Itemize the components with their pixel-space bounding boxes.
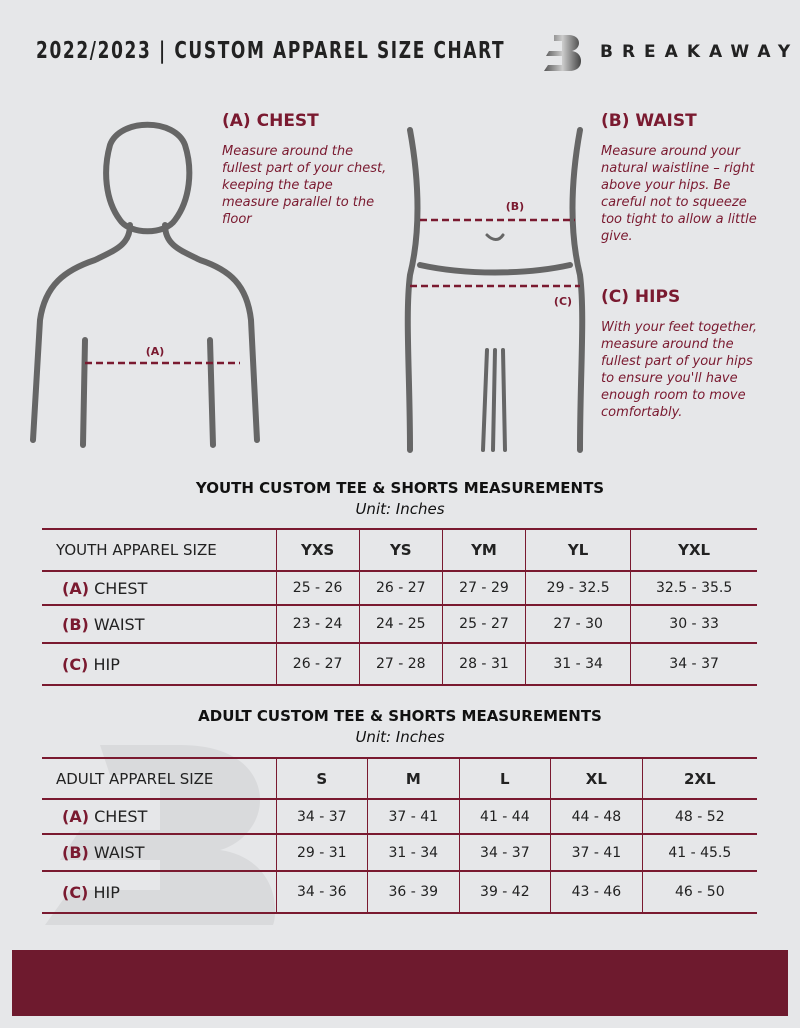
measure-name: HIP	[93, 882, 120, 902]
table-cell: 43 - 46	[550, 870, 643, 914]
size-header: M	[367, 757, 460, 800]
table-cell: 36 - 39	[367, 870, 460, 914]
measure-name: CHEST	[94, 578, 148, 598]
table-cell: 29 - 31	[275, 833, 368, 872]
table-row: (B) WAIST 23 - 24 24 - 25 25 - 27 27 - 30 30 …	[42, 604, 757, 644]
table-row: (B) WAIST 29 - 31 31 - 34 34 - 37 37 - 41 41 …	[42, 833, 757, 872]
table-cell: 34 - 37	[275, 798, 368, 835]
measure-code: (A)	[62, 807, 90, 826]
table-cell: 46 - 50	[641, 870, 757, 914]
youth-section-title: YOUTH CUSTOM TEE & SHORTS MEASUREMENTS	[195, 479, 605, 497]
table-cell: 44 - 48	[550, 798, 643, 835]
measure-label: (A) CHEST	[42, 798, 276, 835]
table-row: (C) HIP 26 - 27 27 - 28 28 - 31 31 - 34 34 - …	[42, 642, 757, 686]
table-cell: 41 - 45.5	[641, 833, 757, 872]
table-cell: 29 - 32.5	[525, 570, 631, 606]
table-cell: 41 - 44	[458, 798, 551, 835]
measure-label: (B) WAIST	[42, 604, 276, 644]
footer-bar	[12, 950, 788, 1016]
size-label: ADULT APPAREL SIZE	[42, 757, 276, 800]
page-title: 2022/2023 | CUSTOM APPAREL SIZE CHART	[36, 38, 506, 64]
size-header: YM	[441, 528, 526, 572]
table-cell: 27 - 28	[358, 642, 443, 686]
table-cell: 39 - 42	[458, 870, 551, 914]
waist-description: Measure around your natural waistline – …	[601, 144, 757, 244]
table-cell: 23 - 24	[275, 604, 360, 644]
size-header: YL	[525, 528, 631, 572]
chest-marker: (A)	[146, 345, 165, 358]
size-header: YS	[358, 528, 443, 572]
size-header: YXL	[630, 528, 757, 572]
table-cell: 37 - 41	[550, 833, 643, 872]
measure-label: (C) HIP	[42, 642, 276, 686]
table-cell: 34 - 36	[275, 870, 368, 914]
table-row: (A) CHEST 25 - 26 26 - 27 27 - 29 29 - 32.5 3…	[42, 570, 757, 606]
table-cell: 27 - 30	[525, 604, 631, 644]
table-cell: 34 - 37	[630, 642, 757, 686]
table-cell: 26 - 27	[358, 570, 443, 606]
measure-code: (A)	[62, 578, 90, 598]
size-header: 2XL	[641, 757, 757, 800]
hips-description: With your feet together, measure around …	[601, 320, 758, 420]
measure-name: HIP	[93, 654, 120, 674]
measure-code: (C)	[62, 654, 89, 674]
chest-description: Measure around the fullest part of your …	[222, 144, 387, 227]
measure-name: WAIST	[93, 614, 145, 634]
lower-body-figure: (B) (C)	[404, 127, 586, 453]
table-cell: 28 - 31	[441, 642, 526, 686]
adult-size-table: ADULT APPAREL SIZE S M L XL 2XL (A) CHEST 34 - …	[42, 757, 757, 914]
table-cell: 24 - 25	[358, 604, 443, 644]
hips-heading: (C) HIPS	[601, 287, 681, 307]
adult-unit: Unit: Inches	[355, 728, 445, 746]
breakaway-logo-icon	[544, 35, 581, 71]
table-row: (C) HIP 34 - 36 36 - 39 39 - 42 43 - 46 46 - …	[42, 870, 757, 914]
measure-code: (C)	[62, 882, 89, 902]
measure-name: CHEST	[94, 807, 148, 826]
table-cell: 27 - 29	[441, 570, 526, 606]
measure-label: (A) CHEST	[42, 570, 276, 606]
table-cell: 31 - 34	[525, 642, 631, 686]
table-cell: 32.5 - 35.5	[630, 570, 757, 606]
brand-name: BREAKAWAY	[600, 42, 800, 62]
youth-unit: Unit: Inches	[355, 500, 445, 518]
table-cell: 37 - 41	[367, 798, 460, 835]
table-cell: 34 - 37	[458, 833, 551, 872]
table-row: (A) CHEST 34 - 37 37 - 41 41 - 44 44 - 48 48 …	[42, 798, 757, 835]
measure-code: (B)	[62, 614, 89, 634]
table-cell: 48 - 52	[641, 798, 757, 835]
measure-code: (B)	[62, 843, 89, 862]
size-header: L	[458, 757, 551, 800]
adult-section-title: ADULT CUSTOM TEE & SHORTS MEASUREMENTS	[198, 707, 602, 725]
waist-marker: (B)	[506, 200, 524, 213]
table-cell: 26 - 27	[275, 642, 360, 686]
table-cell: 31 - 34	[367, 833, 460, 872]
table-cell: 25 - 27	[441, 604, 526, 644]
measure-label: (B) WAIST	[42, 833, 276, 872]
size-label: YOUTH APPAREL SIZE	[42, 528, 276, 572]
size-header: YXS	[275, 528, 360, 572]
chest-heading: (A) CHEST	[222, 111, 319, 131]
upper-body-figure: (A)	[30, 121, 260, 448]
youth-size-table: YOUTH APPAREL SIZE YXS YS YM YL YXL (A) CHEST 2…	[42, 528, 757, 686]
size-header: XL	[550, 757, 643, 800]
measure-label: (C) HIP	[42, 870, 276, 914]
size-header: S	[275, 757, 368, 800]
table-header-row: YOUTH APPAREL SIZE YXS YS YM YL YXL	[42, 528, 757, 572]
table-header-row: ADULT APPAREL SIZE S M L XL 2XL	[42, 757, 757, 800]
table-cell: 25 - 26	[275, 570, 360, 606]
hips-marker: (C)	[554, 295, 572, 308]
table-cell: 30 - 33	[630, 604, 757, 644]
waist-heading: (B) WAIST	[601, 111, 697, 131]
measure-name: WAIST	[93, 843, 145, 862]
